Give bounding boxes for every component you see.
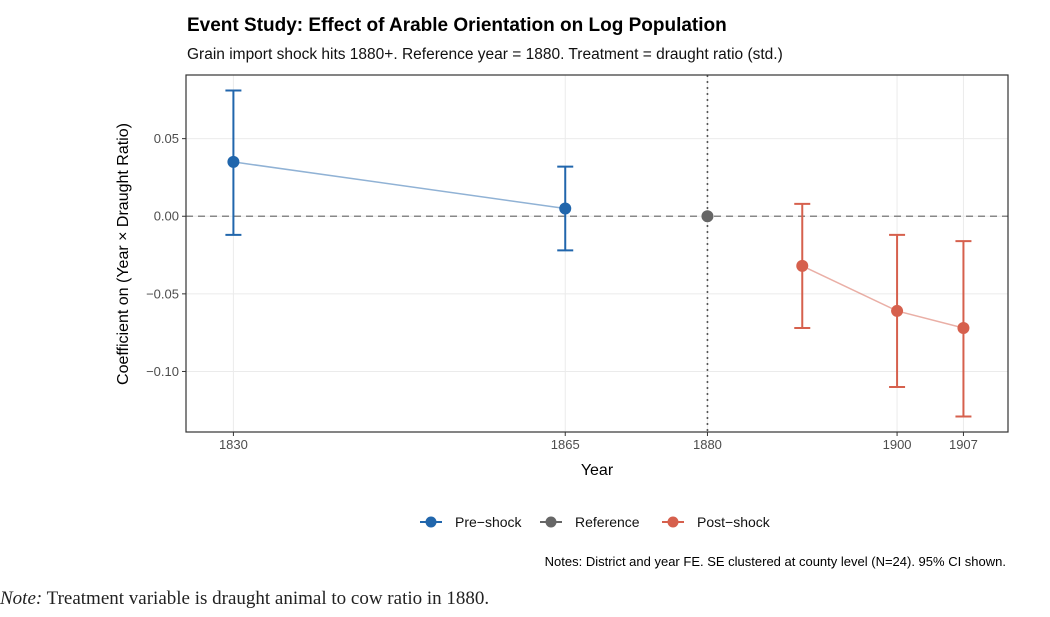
x-tick-label: 1900 <box>883 437 912 452</box>
note-label: Note: <box>0 588 43 609</box>
data-point <box>957 322 970 335</box>
plot-border <box>185 74 1009 433</box>
series-postshock <box>794 202 972 418</box>
legend-key-point <box>667 516 679 528</box>
data-point <box>227 155 240 168</box>
chart-subtitle: Grain import shock hits 1880+. Reference… <box>187 46 783 63</box>
series-preshock <box>225 89 574 252</box>
y-tick-label: −0.05 <box>146 286 179 301</box>
table-note: Note: Treatment variable is draught anim… <box>0 588 489 610</box>
x-tick-label: 1907 <box>949 437 978 452</box>
data-point <box>796 259 809 272</box>
y-tick-label: −0.10 <box>146 364 179 379</box>
note-text: Treatment variable is draught animal to … <box>42 588 490 609</box>
x-tick-label: 1865 <box>551 437 580 452</box>
y-tick-label: 0.00 <box>154 209 179 224</box>
x-axis-label: Year <box>581 462 614 479</box>
y-axis-label: Coefficient on (Year × Draught Ratio) <box>115 123 132 385</box>
x-tick-label: 1880 <box>693 437 722 452</box>
legend-label: Reference <box>575 514 640 530</box>
plot-panel <box>186 75 1008 432</box>
legend-label: Post−shock <box>697 514 771 530</box>
chart-title: Event Study: Effect of Arable Orientatio… <box>187 15 727 36</box>
legend: Pre−shock Reference Post−shock <box>420 514 771 530</box>
y-tick-label: 0.05 <box>154 131 179 146</box>
legend-label: Pre−shock <box>455 514 523 530</box>
legend-key-point <box>545 516 557 528</box>
data-point <box>891 304 904 317</box>
series-reference <box>701 210 714 223</box>
chart-caption: Notes: District and year FE. SE clustere… <box>545 554 1006 569</box>
data-point <box>701 210 714 223</box>
series-line <box>233 161 566 210</box>
legend-key-point <box>425 516 437 528</box>
event-study-chart: Event Study: Effect of Arable Orientatio… <box>115 15 1009 569</box>
x-tick-label: 1830 <box>219 437 248 452</box>
data-point <box>559 202 572 215</box>
